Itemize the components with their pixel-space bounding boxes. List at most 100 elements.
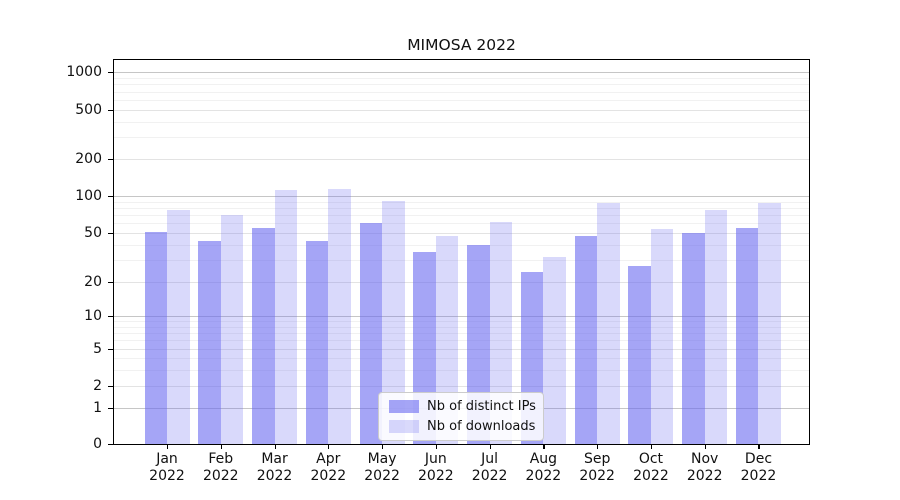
gridline-minor: [114, 326, 809, 328]
y-tick-mark: [108, 444, 114, 446]
x-tick-year: 2022: [633, 468, 669, 484]
bar-downloads-nov: [704, 209, 728, 444]
gridline-minor: [114, 137, 809, 139]
gridline-mid: [114, 159, 809, 160]
y-tick-label: 1000: [66, 64, 102, 80]
x-tick-year: 2022: [525, 468, 562, 484]
gridline-major: [114, 316, 809, 317]
gridline-minor: [114, 77, 809, 79]
x-tick-year: 2022: [364, 468, 400, 484]
x-tick-label-oct: Oct 2022: [621, 451, 681, 485]
y-tick-mark: [108, 386, 114, 388]
gridline-minor: [114, 369, 809, 371]
bar-downloads-mar: [274, 189, 298, 444]
y-tick-mark: [108, 282, 114, 284]
gridline-mid: [114, 110, 809, 111]
gridline-mid: [114, 386, 809, 387]
x-tick-month: Sep: [583, 451, 611, 467]
x-tick-label-may: May 2022: [352, 451, 412, 485]
bar-downloads-jan: [167, 209, 190, 444]
x-tick-mark: [704, 444, 706, 449]
x-tick-mark: [220, 444, 222, 449]
plot-area: Nb of distinct IPs Nb of downloads: [113, 59, 810, 445]
x-tick-label-nov: Nov 2022: [675, 451, 735, 485]
x-tick-label-jan: Jan 2022: [137, 451, 197, 485]
x-tick-label-jul: Jul 2022: [460, 451, 520, 485]
x-tick-month: Aug: [529, 451, 558, 467]
x-tick-year: 2022: [740, 468, 777, 484]
gridline-minor: [114, 91, 809, 93]
y-tick-label: 200: [75, 151, 102, 167]
gridline-mid: [114, 233, 809, 234]
legend-item-distinct-ips: Nb of distinct IPs: [389, 399, 536, 414]
x-tick-year: 2022: [256, 468, 293, 484]
x-tick-month: Oct: [638, 451, 664, 467]
x-tick-label-jun: Jun 2022: [406, 451, 466, 485]
x-tick-month: Jan: [156, 451, 178, 467]
y-tick-mark: [108, 196, 114, 198]
gridline-minor: [114, 260, 809, 262]
bars-layer: [114, 60, 809, 444]
legend: Nb of distinct IPs Nb of downloads: [378, 392, 544, 441]
x-tick-mark: [435, 444, 438, 449]
x-tick-label-dec: Dec 2022: [728, 451, 788, 485]
y-tick-label: 5: [93, 341, 102, 357]
bar-distinct-ips-apr: [305, 241, 329, 444]
x-tick-mark: [758, 444, 760, 449]
x-tick-mark: [489, 444, 491, 449]
gridline-minor: [114, 321, 809, 323]
gridline-minor: [114, 223, 809, 225]
x-tick-year: 2022: [471, 468, 508, 484]
x-tick-month: Feb: [208, 451, 234, 467]
bar-downloads-apr: [328, 189, 351, 444]
bar-downloads-dec: [758, 203, 781, 444]
y-tick-mark: [108, 408, 114, 410]
gridline-mid: [114, 282, 809, 283]
x-tick-label-mar: Mar 2022: [245, 451, 305, 485]
x-tick-year: 2022: [418, 468, 454, 484]
bar-downloads-jul: [489, 221, 513, 444]
x-tick-label-aug: Aug 2022: [513, 451, 573, 485]
y-tick-label: 100: [75, 188, 102, 204]
y-tick-label: 1: [93, 400, 102, 416]
chart-title: MIMOSA 2022: [407, 36, 516, 54]
y-tick-label: 20: [84, 274, 102, 290]
y-tick-label: 50: [84, 225, 102, 241]
y-tick-mark: [108, 159, 114, 161]
x-tick-month: Jul: [481, 451, 499, 467]
legend-label-downloads: Nb of downloads: [427, 419, 536, 434]
x-tick-mark: [650, 444, 653, 449]
gridline-major: [114, 72, 809, 73]
bar-distinct-ips-feb: [198, 241, 221, 444]
x-tick-month: Mar: [261, 451, 288, 467]
gridline-minor: [114, 340, 809, 342]
gridline-minor: [114, 207, 809, 209]
legend-swatch-downloads: [389, 420, 419, 433]
y-tick-mark: [108, 72, 114, 74]
y-tick-mark: [108, 349, 114, 351]
gridline-minor: [114, 244, 809, 246]
y-tick-mark: [108, 110, 114, 112]
bar-downloads-oct: [650, 228, 674, 444]
y-tick-label: 10: [84, 308, 102, 324]
gridline-minor: [114, 84, 809, 86]
gridline-minor: [114, 358, 809, 359]
gridline-minor: [114, 215, 809, 217]
x-tick-year: 2022: [202, 468, 239, 484]
bar-distinct-ips-oct: [628, 265, 651, 444]
gridline-minor: [114, 201, 809, 203]
x-tick-mark: [274, 444, 276, 449]
x-tick-month: Dec: [744, 451, 773, 467]
bar-distinct-ips-jan: [144, 231, 167, 444]
x-tick-year: 2022: [686, 468, 723, 484]
legend-item-downloads: Nb of downloads: [389, 419, 536, 434]
y-tick-label: 500: [75, 102, 102, 118]
bar-distinct-ips-mar: [252, 227, 275, 444]
x-tick-mark: [597, 444, 599, 449]
x-tick-year: 2022: [149, 468, 185, 484]
y-tick-label: 2: [93, 378, 102, 394]
bar-downloads-may: [382, 201, 405, 444]
gridline-minor: [114, 121, 809, 123]
x-tick-mark: [167, 444, 169, 449]
